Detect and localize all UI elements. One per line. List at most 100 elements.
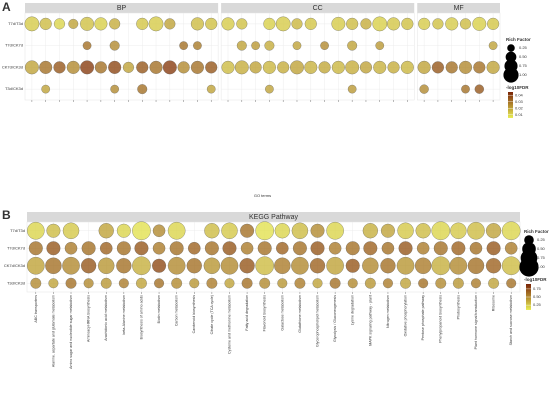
dot xyxy=(431,61,444,74)
dot xyxy=(167,256,186,275)
dot xyxy=(387,61,400,74)
dot xyxy=(108,60,122,74)
dot xyxy=(473,61,486,74)
dot xyxy=(169,241,184,256)
dot xyxy=(193,41,202,50)
x-tick-label: Biosynthesis of amino acids xyxy=(139,295,143,340)
dot xyxy=(241,277,253,289)
dot xyxy=(39,60,53,74)
dot xyxy=(239,258,255,274)
dot xyxy=(205,61,218,74)
x-tick-label: Nitrogen metabolism xyxy=(386,295,390,328)
dot xyxy=(262,60,276,74)
dot xyxy=(346,17,359,30)
dot xyxy=(277,278,288,289)
dot xyxy=(68,18,79,29)
dot xyxy=(249,61,262,74)
dot xyxy=(362,223,378,239)
dot xyxy=(53,61,66,74)
dot xyxy=(381,242,395,255)
dot xyxy=(53,18,65,30)
dot xyxy=(27,221,45,240)
dot xyxy=(188,242,201,255)
dot xyxy=(375,41,385,50)
dot xyxy=(94,17,108,31)
dot xyxy=(222,241,237,256)
dot xyxy=(401,17,414,30)
dot xyxy=(310,223,325,238)
dot xyxy=(240,242,254,255)
facet-title: MF xyxy=(454,5,464,12)
dot xyxy=(417,60,431,74)
dot xyxy=(204,241,219,256)
dot xyxy=(177,61,190,74)
dot xyxy=(380,223,395,238)
dot xyxy=(471,278,481,289)
dot xyxy=(416,242,430,255)
color-tick-label: 0.02 xyxy=(515,105,524,110)
x-tick-label: Alanine, aspartate and glutamate metabol… xyxy=(51,295,55,367)
dot xyxy=(81,241,96,256)
dot xyxy=(136,61,149,74)
dot xyxy=(329,277,341,289)
size-legend-label: 0.75 xyxy=(537,255,546,260)
dot xyxy=(328,242,342,255)
dot xyxy=(486,241,501,256)
dot xyxy=(460,18,472,30)
dot xyxy=(382,278,393,289)
dot xyxy=(309,258,326,274)
dot xyxy=(221,222,238,239)
facet-panel xyxy=(24,12,219,101)
dot xyxy=(432,18,444,30)
dot xyxy=(418,278,429,289)
dot xyxy=(326,256,344,275)
dot xyxy=(234,60,249,75)
color-tick-label: 0.50 xyxy=(533,294,542,299)
facet-strip xyxy=(27,212,520,222)
dot xyxy=(46,241,61,256)
dot xyxy=(152,258,167,273)
dot xyxy=(364,277,376,289)
size-legend-label: 1.00 xyxy=(519,72,528,77)
dot xyxy=(134,241,149,256)
size-legend-label: 0.50 xyxy=(519,54,528,59)
dot xyxy=(221,17,235,31)
dot xyxy=(326,221,344,240)
color-tick-label: 0.25 xyxy=(533,302,542,307)
size-legend-label: 0.25 xyxy=(519,45,528,50)
facet-strip xyxy=(221,3,415,13)
dot xyxy=(118,278,129,289)
dot xyxy=(310,241,325,256)
dot xyxy=(372,16,388,32)
size-legend-dot xyxy=(507,44,515,52)
dot xyxy=(276,242,289,255)
dot xyxy=(363,241,378,256)
dot xyxy=(98,257,115,274)
dot xyxy=(100,277,112,289)
dot xyxy=(345,60,360,75)
row-label: T3d/CK3d xyxy=(7,280,25,285)
dot xyxy=(294,277,306,289)
facet-title: BP xyxy=(117,5,127,12)
x-tick-label: Glycolysis / Gluconeogenesis xyxy=(333,295,337,342)
x-tick-label: Fatty acid degradation xyxy=(245,295,249,331)
dot xyxy=(485,223,502,239)
x-tick-label: Photosynthesis xyxy=(456,295,460,320)
dot xyxy=(360,18,372,30)
dot xyxy=(292,241,307,256)
dot xyxy=(46,223,61,238)
x-tick-label: ABC transporters xyxy=(34,295,38,323)
facet-panel xyxy=(416,12,501,101)
dot xyxy=(347,84,357,94)
dot xyxy=(224,278,235,289)
x-tick-label: Aminoacyl-tRNA biosynthesis xyxy=(87,295,91,342)
dot xyxy=(30,277,42,289)
dot xyxy=(274,223,290,239)
dot xyxy=(167,221,186,240)
x-tick-label: Pentose phosphate pathway xyxy=(421,295,425,341)
dot xyxy=(418,17,431,30)
dot xyxy=(99,242,113,255)
dot xyxy=(66,60,80,74)
dot xyxy=(94,61,107,74)
